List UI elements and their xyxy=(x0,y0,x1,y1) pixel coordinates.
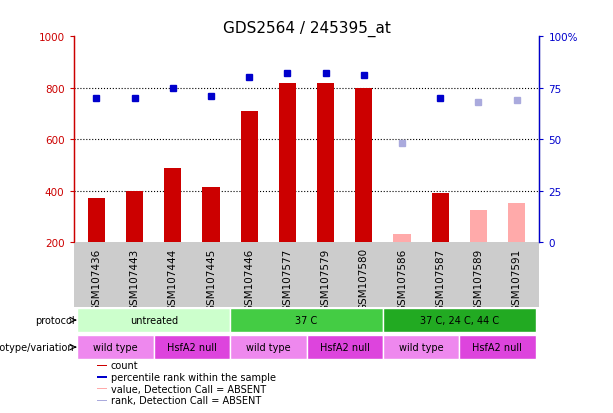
Bar xyxy=(432,194,449,242)
Bar xyxy=(97,388,107,389)
Bar xyxy=(317,83,334,242)
Bar xyxy=(459,335,536,359)
Text: HsfA2 null: HsfA2 null xyxy=(167,342,217,352)
Bar xyxy=(470,211,487,242)
Text: count: count xyxy=(111,361,139,370)
Text: GSM107589: GSM107589 xyxy=(473,248,483,311)
Bar xyxy=(88,199,105,242)
Text: GSM107586: GSM107586 xyxy=(397,248,407,311)
Text: GSM107579: GSM107579 xyxy=(321,248,330,311)
Bar xyxy=(77,308,230,332)
Bar xyxy=(230,308,383,332)
Text: HsfA2 null: HsfA2 null xyxy=(473,342,522,352)
Text: percentile rank within the sample: percentile rank within the sample xyxy=(111,372,276,382)
Text: GSM107580: GSM107580 xyxy=(359,248,369,311)
Text: wild type: wild type xyxy=(246,342,291,352)
Text: GSM107443: GSM107443 xyxy=(130,248,140,311)
Bar xyxy=(154,335,230,359)
Bar xyxy=(230,335,306,359)
Text: GSM107445: GSM107445 xyxy=(206,248,216,311)
Text: GSM107577: GSM107577 xyxy=(283,248,292,311)
Bar xyxy=(126,191,143,242)
Text: wild type: wild type xyxy=(398,342,443,352)
Text: genotype/variation: genotype/variation xyxy=(0,342,74,352)
Bar xyxy=(97,400,107,401)
Text: 37 C, 24 C, 44 C: 37 C, 24 C, 44 C xyxy=(420,315,499,325)
Text: 37 C: 37 C xyxy=(295,315,318,325)
Bar xyxy=(383,308,536,332)
Bar xyxy=(241,112,258,242)
Text: GSM107444: GSM107444 xyxy=(168,248,178,311)
Bar xyxy=(279,83,296,242)
Bar xyxy=(77,335,154,359)
Text: GSM107436: GSM107436 xyxy=(91,248,102,311)
Text: value, Detection Call = ABSENT: value, Detection Call = ABSENT xyxy=(111,384,266,394)
Text: untreated: untreated xyxy=(130,315,178,325)
Bar xyxy=(394,235,411,242)
Bar xyxy=(306,335,383,359)
Text: GSM107446: GSM107446 xyxy=(244,248,254,311)
Text: protocol: protocol xyxy=(35,315,74,325)
Bar xyxy=(508,204,525,242)
Text: wild type: wild type xyxy=(93,342,138,352)
Title: GDS2564 / 245395_at: GDS2564 / 245395_at xyxy=(223,21,390,37)
Bar xyxy=(383,335,459,359)
Bar xyxy=(164,168,181,242)
Bar xyxy=(202,188,219,242)
Text: HsfA2 null: HsfA2 null xyxy=(320,342,370,352)
Text: GSM107591: GSM107591 xyxy=(511,248,522,311)
Bar xyxy=(355,88,372,242)
Bar xyxy=(97,365,107,366)
Text: GSM107587: GSM107587 xyxy=(435,248,445,311)
Text: rank, Detection Call = ABSENT: rank, Detection Call = ABSENT xyxy=(111,395,261,405)
